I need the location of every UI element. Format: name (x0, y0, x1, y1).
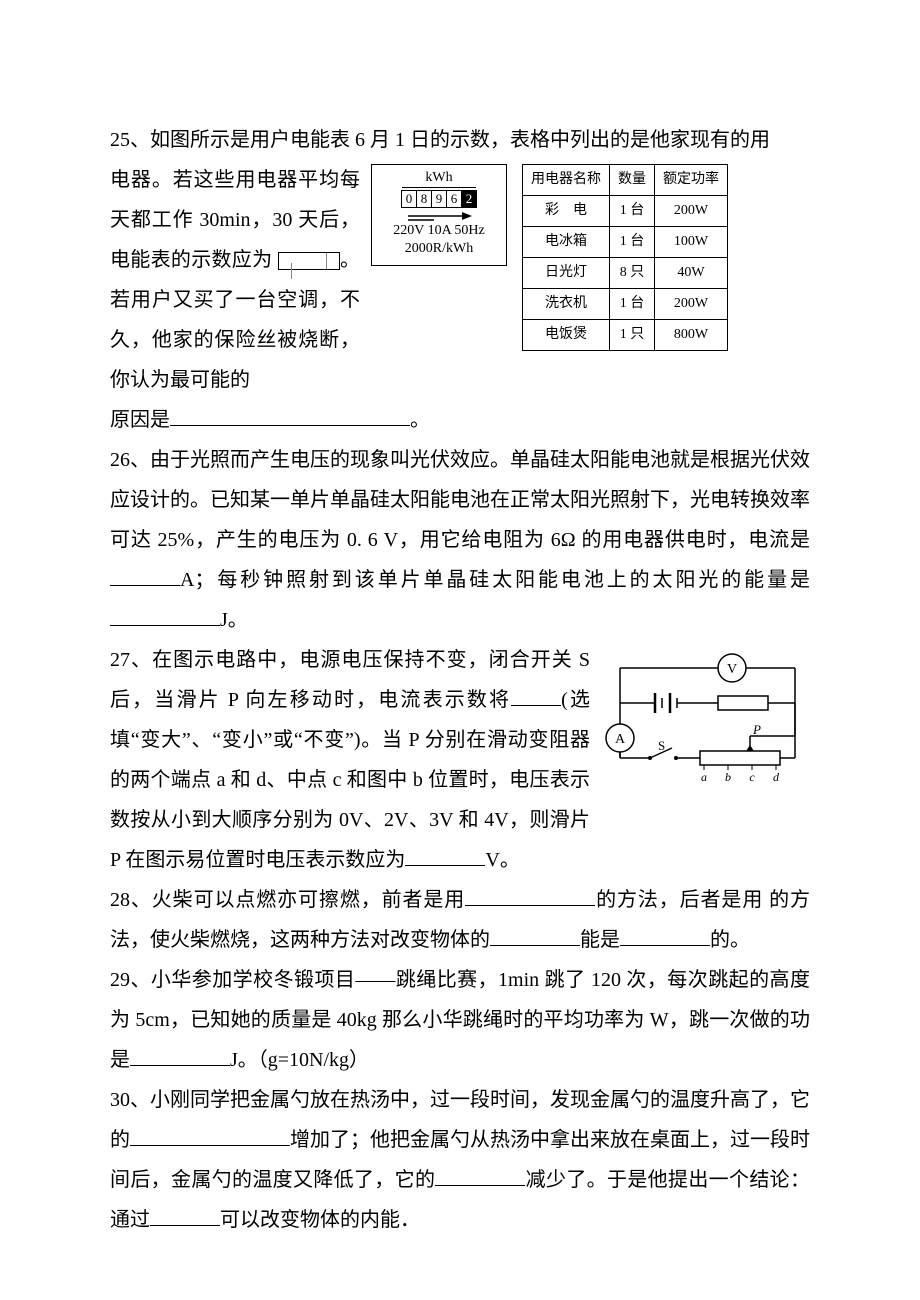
q25-line1: 、如图所示是用户电能表 6 月 1 日的示数，表格中列出的是他家现有的用 (130, 129, 770, 151)
table-row: 洗衣机1 台200W (523, 289, 728, 320)
energy-meter-figure: kWh 0 8 9 6 2 220V 10A 50Hz 2000R/kWh (371, 164, 507, 266)
meter-rating1: 220V 10A 50Hz (374, 222, 504, 240)
q28-blank4[interactable] (620, 925, 710, 946)
meter-arrow-icon (374, 210, 504, 222)
q25-reason-blank[interactable] (170, 405, 410, 426)
svg-text:b: b (725, 770, 731, 783)
q27-blank1[interactable] (511, 685, 561, 706)
svg-text:d: d (773, 770, 780, 783)
q30-blank3[interactable] (150, 1205, 220, 1226)
meter-d4: 2 (461, 190, 477, 208)
q28-number: 28 (110, 889, 130, 911)
q28-t4: 能是 (580, 929, 620, 951)
th-name: 用电器名称 (523, 165, 610, 196)
exam-page: 25、如图所示是用户电能表 6 月 1 日的示数，表格中列出的是他家现有的用 电… (0, 0, 920, 1240)
voltmeter-label: V (727, 662, 737, 677)
q28-t1: 、火柴可以点燃亦可擦燃，前者是用 (130, 889, 465, 911)
meter-d3: 6 (446, 190, 462, 208)
q30-t4: 可以改变物体的内能． (220, 1209, 420, 1231)
q25-reason-pre: 原因是 (110, 409, 170, 431)
meter-d1: 8 (416, 190, 432, 208)
q25-number: 25 (110, 129, 130, 151)
question-28: 28、火柴可以点燃亦可擦燃，前者是用的方法，后者是用 的方法，使火柴燃烧，这两种… (110, 880, 810, 960)
question-25: 25、如图所示是用户电能表 6 月 1 日的示数，表格中列出的是他家现有的用 电… (110, 120, 810, 440)
svg-text:a: a (701, 770, 707, 783)
q29-t3: J。（g=10N/kg） (230, 1049, 369, 1071)
q26-number: 26 (110, 449, 130, 471)
q29-blank2[interactable] (130, 1045, 230, 1066)
q25-left-text: 电器。若这些用电器平均每天都工作 30min，30 天后，电能表的示数应为 。若… (110, 160, 360, 400)
q30-blank2[interactable] (435, 1165, 525, 1186)
q30-blank1[interactable] (130, 1125, 290, 1146)
q26-blank-current[interactable] (110, 565, 180, 586)
question-27: V A (110, 640, 810, 880)
q27-t2: (选填“变大”、“变小”或“不变”)。当 P 分别在滑动变阻器的两个端点 a 和… (110, 689, 590, 871)
question-30: 30、小刚同学把金属勺放在热汤中，过一段时间，发现金属勺的温度升高了，它的增加了… (110, 1080, 810, 1240)
q26-unit-j: J。 (220, 609, 248, 631)
q26-unit-a: A；每秒钟照射到该单片单晶硅太阳能电池上的太阳光的能量是 (180, 569, 810, 591)
table-row: 电饭煲1 只800W (523, 320, 728, 351)
svg-text:c: c (749, 770, 755, 783)
q28-t5: 的。 (710, 929, 750, 951)
table-row: 日光灯8 只40W (523, 258, 728, 289)
q26-blank-energy[interactable] (110, 605, 220, 626)
question-26: 26、由于光照而产生电压的现象叫光伏效应。单晶硅太阳能电池就是根据光伏效应设计的… (110, 440, 810, 640)
meter-unit: kWh (402, 169, 476, 188)
question-29: 29、小华参加学校冬锻项目——跳绳比赛，1min 跳了 120 次，每次跳起的高… (110, 960, 810, 1080)
q29-number: 29 (110, 969, 130, 991)
q25-reason-post: 。 (410, 409, 430, 431)
q26-ta: 、由于光照而产生电压的现象叫光伏效应。单晶硅太阳能电池就是根据光伏效应设计的。已… (110, 449, 810, 551)
switch-label: S (658, 738, 665, 753)
q27-blank2[interactable] (405, 845, 485, 866)
table-row: 彩 电1 台200W (523, 196, 728, 227)
q28-blank3[interactable] (490, 925, 580, 946)
table-header-row: 用电器名称 数量 额定功率 (523, 165, 728, 196)
q27-number: 27 (110, 649, 130, 671)
meter-d0: 0 (401, 190, 417, 208)
slider-label: P (752, 722, 761, 737)
meter-digits: 0 8 9 6 2 (374, 190, 504, 208)
ammeter-label: A (615, 732, 626, 747)
table-row: 电冰箱1 台100W (523, 227, 728, 258)
th-qty: 数量 (610, 165, 655, 196)
q28-blank1[interactable] (465, 885, 595, 906)
meter-reading-blank[interactable] (278, 252, 340, 270)
appliance-table: 用电器名称 数量 额定功率 彩 电1 台200W 电冰箱1 台100W 日光灯8… (522, 164, 728, 351)
q30-number: 30 (110, 1089, 130, 1111)
circuit-figure: V A (600, 648, 810, 797)
q27-t3: V。 (485, 849, 519, 871)
meter-rating2: 2000R/kWh (374, 240, 504, 258)
th-power: 额定功率 (655, 165, 728, 196)
meter-d2: 9 (431, 190, 447, 208)
q28-t2: 的方法，后者是用 (595, 889, 763, 911)
